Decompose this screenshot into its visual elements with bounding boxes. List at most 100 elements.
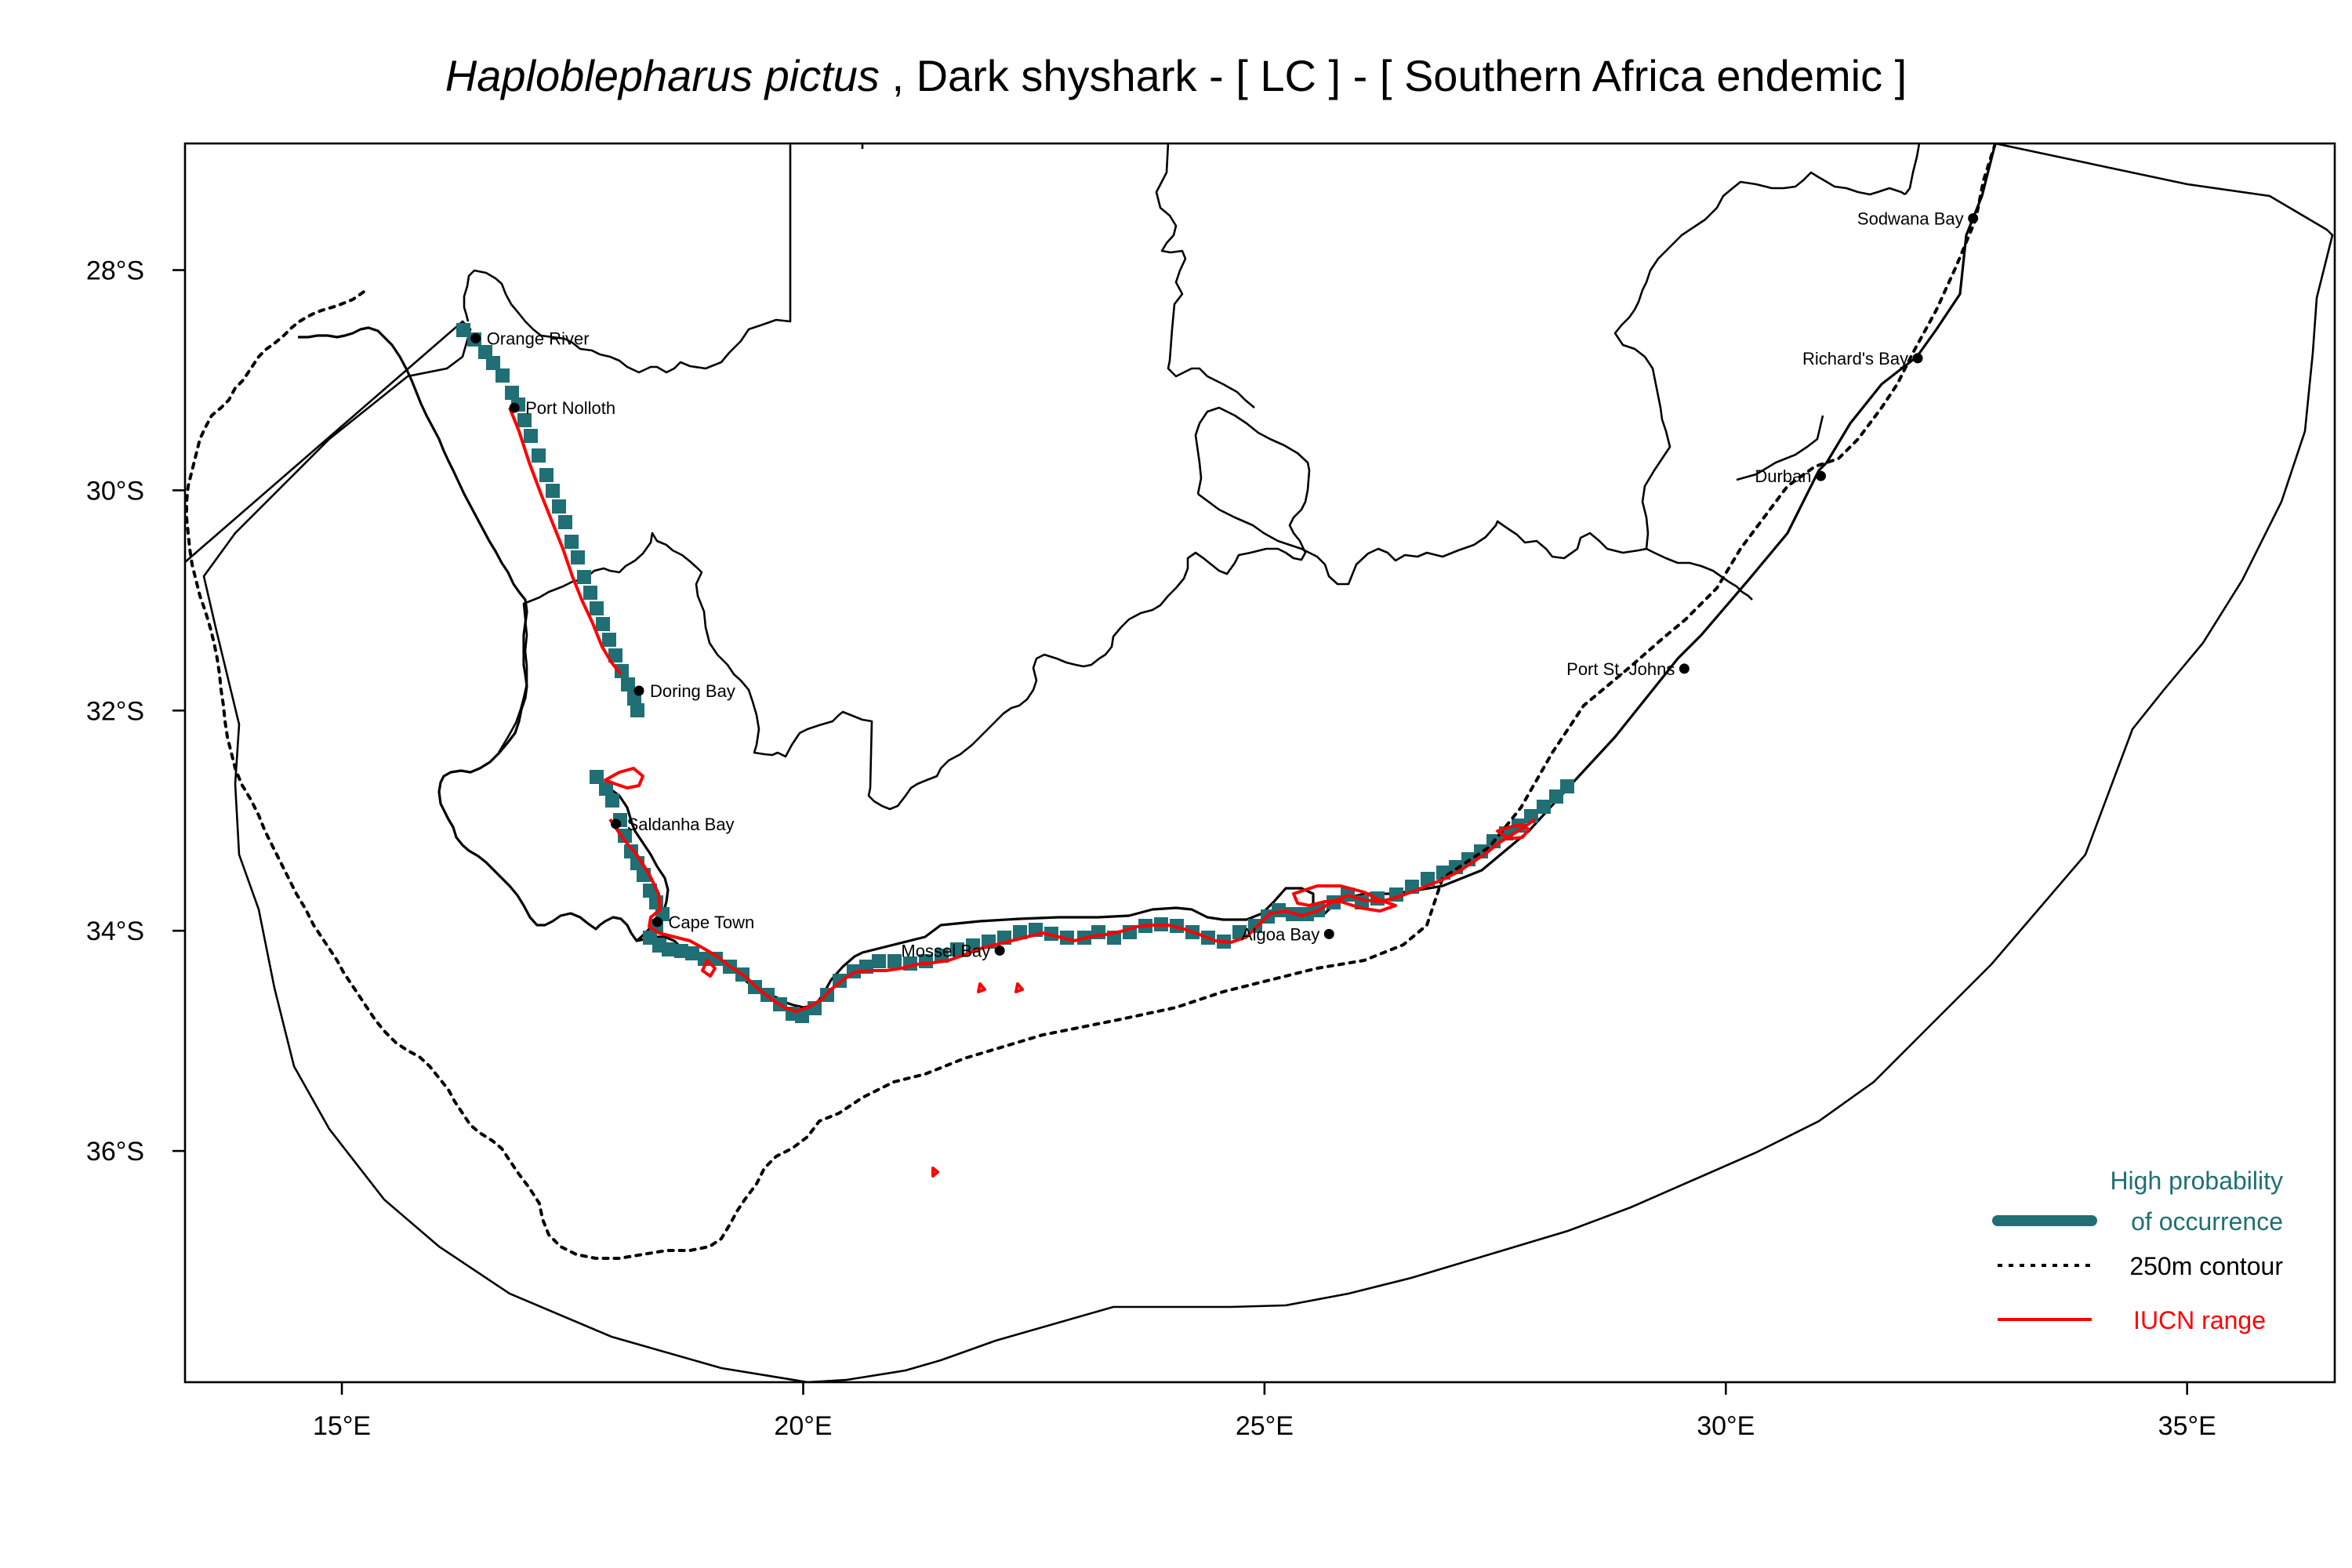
- x-tick-label: 25°E: [1236, 1411, 1294, 1441]
- iucn-range-outline: [701, 959, 717, 978]
- place-marker: [633, 685, 644, 696]
- place-label: Port Nolloth: [525, 398, 615, 418]
- occurrence-cell: [872, 954, 886, 968]
- occurrence-cell: [630, 703, 644, 717]
- species-name: Haploblepharus pictus: [445, 51, 880, 100]
- legend-occurrence-line2: of occurrence: [2131, 1207, 2283, 1236]
- occurrence-cell: [1421, 872, 1435, 886]
- occurrence-cell: [577, 570, 591, 584]
- occurrence-cell: [662, 942, 676, 956]
- x-tick-label: 20°E: [774, 1411, 832, 1441]
- place-label: Mossel Bay: [901, 941, 990, 960]
- place-label: Algoa Bay: [1241, 924, 1319, 944]
- iucn-range-outline: [604, 767, 644, 789]
- occurrence-cell: [1537, 800, 1551, 814]
- occurrence-cell: [1549, 789, 1563, 804]
- occurrence-cell: [605, 793, 619, 808]
- x-tick-label: 30°E: [1697, 1411, 1755, 1441]
- place-marker: [1968, 213, 1979, 224]
- map-layers: Orange River Port Nolloth Doring Bay Saldan…: [185, 143, 2334, 1382]
- map-title: Haploblepharus pictus , Dark shyshark - …: [445, 51, 1907, 100]
- occurrence-cell: [517, 413, 532, 427]
- axes: 15°E 20°E 25°E 30°E 35°E 28°S 30°S 32°S 34°S 36°S: [86, 256, 2216, 1441]
- y-tick-label: 30°S: [86, 476, 144, 506]
- place-label: Durban: [1755, 466, 1811, 486]
- borders: [463, 143, 1921, 811]
- y-tick-label: 28°S: [86, 256, 144, 286]
- place-label: Richard's Bay: [1802, 349, 1908, 368]
- occurrence-cell: [615, 664, 629, 678]
- place-marker: [611, 818, 622, 829]
- place-label: Orange River: [487, 329, 590, 349]
- iucn-range: [508, 407, 1537, 1178]
- place-marker: [1816, 470, 1827, 481]
- place-marker: [1323, 928, 1334, 939]
- iucn-range-outline: [977, 982, 986, 993]
- occurrence-cell: [505, 386, 519, 400]
- occurrence-cell: [590, 601, 604, 615]
- occurrence-cell: [608, 648, 622, 662]
- place-label: Doring Bay: [650, 681, 735, 701]
- title-rest: , Dark shyshark - [ LC ] - [ Southern Af…: [880, 51, 1907, 100]
- place-marker: [1912, 353, 1923, 364]
- x-tick-label: 35°E: [2158, 1411, 2216, 1441]
- legend: High probability of occurrence 250m cont…: [1992, 1167, 2283, 1334]
- iucn-range-outline: [508, 407, 622, 676]
- occurrence-cell: [546, 484, 560, 498]
- y-tick-label: 34°S: [86, 916, 144, 946]
- place-marker: [509, 402, 520, 413]
- iucn-range-outline: [1292, 884, 1397, 913]
- y-tick-label: 36°S: [86, 1137, 144, 1167]
- iucn-range-outline: [931, 1167, 939, 1178]
- occurrence-layer: [456, 323, 1574, 1023]
- place-marker: [470, 333, 481, 344]
- occurrence-cell: [456, 323, 470, 337]
- place-marker: [994, 945, 1005, 956]
- place-label: Cape Town: [669, 913, 755, 932]
- occurrence-cell: [887, 954, 902, 968]
- occurrence-cell: [935, 949, 949, 963]
- occurrence-cell: [552, 499, 566, 514]
- occurrence-cell: [709, 952, 723, 966]
- place-marker: [652, 916, 663, 927]
- occurrence-cell: [583, 586, 597, 600]
- legend-contour-label: 250m contour: [2129, 1252, 2283, 1280]
- occurrence-cell: [950, 942, 964, 956]
- occurrence-cell: [596, 617, 610, 631]
- occurrence-cell: [643, 884, 657, 898]
- occurrence-cell: [602, 633, 616, 647]
- place-marker: [1679, 663, 1690, 674]
- occurrence-cell: [621, 677, 635, 691]
- occurrence-cell: [495, 368, 510, 383]
- occurrence-cell: [1248, 919, 1262, 933]
- eez-boundary: [185, 143, 2334, 1382]
- iucn-range-outline: [1496, 823, 1530, 840]
- occurrence-cell: [1232, 925, 1247, 939]
- occurrence-cell: [795, 1009, 809, 1023]
- iucn-range-outline: [1014, 982, 1024, 993]
- occurrence-cell: [571, 550, 585, 564]
- contour-250m: [185, 143, 1997, 1260]
- occurrence-cell: [590, 770, 604, 784]
- place-label: Saldanha Bay: [627, 815, 735, 834]
- occurrence-cell: [524, 429, 538, 443]
- legend-iucn-label: IUCN range: [2133, 1306, 2266, 1334]
- occurrence-cell: [599, 782, 613, 796]
- occurrence-cell: [618, 829, 632, 843]
- occurrence-cell: [1013, 925, 1027, 939]
- occurrence-cell: [478, 345, 492, 359]
- occurrence-cell: [564, 535, 579, 549]
- occurrence-cell: [532, 448, 546, 463]
- occurrence-cell: [624, 844, 638, 858]
- plot-frame: [183, 142, 2336, 1384]
- occurrence-cell: [674, 944, 688, 958]
- x-tick-label: 15°E: [313, 1411, 371, 1441]
- legend-occurrence-line1: High probability: [2110, 1167, 2283, 1195]
- occurrence-cell: [685, 946, 699, 960]
- y-tick-label: 32°S: [86, 696, 144, 726]
- iucn-range-outline: [608, 818, 1537, 1013]
- place-label: Port St. Johns: [1566, 659, 1675, 679]
- place-label: Sodwana Bay: [1857, 209, 1964, 229]
- place-markers: Orange River Port Nolloth Doring Bay Saldan…: [470, 209, 1979, 960]
